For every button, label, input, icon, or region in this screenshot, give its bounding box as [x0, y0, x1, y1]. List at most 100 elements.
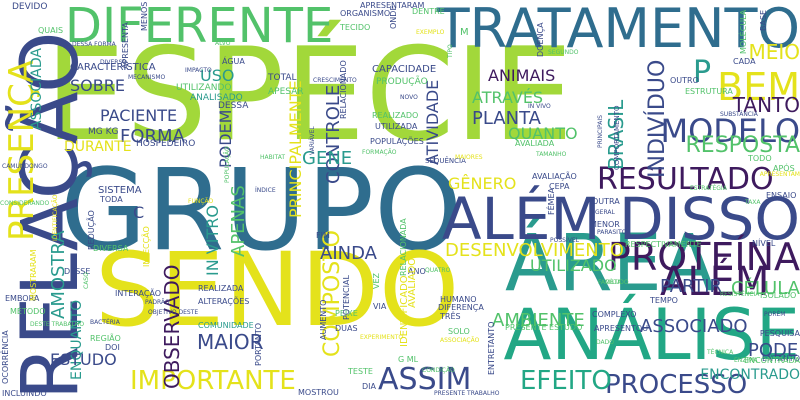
word-ambiente-43: AMBIENTE — [492, 310, 585, 331]
word-apos-92: APÓS — [773, 164, 795, 173]
word-sequencia-83: SEQUÊNCIA — [425, 157, 466, 165]
word-apresentou-119: APRESENTOU — [594, 324, 649, 333]
word-diferenca-114: DIFERENÇA — [438, 303, 484, 312]
word-diferente-7: DIFERENTE — [65, 0, 334, 54]
word-presente-estudo-117: PRESENTE ESTUDO — [505, 323, 583, 332]
word-genero-32: GÊNERO — [448, 174, 517, 193]
word-alem-disso-8: ALÉM DISSO — [441, 185, 800, 253]
word-principalmente-34: PRINCIPALMENTE — [286, 80, 305, 218]
word-mg-kg-77: MG KG — [88, 127, 119, 137]
word-avaliado-144: AVALIADO — [407, 257, 418, 308]
word-dessa-forma-175: DESSA FORMA — [72, 41, 116, 48]
word-utilizada-79: UTILIZADA — [375, 122, 418, 131]
word-geral-195: GERAL — [595, 209, 615, 216]
word-quatro-152: QUATRO — [425, 267, 451, 274]
word-dentre-64: DENTRE — [412, 7, 445, 16]
word-processo-12: PROCESSO — [605, 370, 748, 400]
word-padrao-163: PADRÃO — [145, 299, 170, 306]
word-avaliacao-84: AVALIAÇÃO — [532, 172, 577, 181]
word-ano-123: ANO — [408, 267, 426, 276]
word-funcao-168: FUNÇÃO — [188, 198, 214, 205]
word-apenas-38: APENAS — [228, 185, 249, 257]
word-ainda-40: AINDA — [320, 243, 377, 264]
word-maiores-190: MAIORES — [455, 154, 483, 161]
word-c-127: C — [133, 203, 145, 222]
word-camundongo-178: CAMUNDONGO — [2, 163, 48, 170]
word-diverso-176: DIVERSO — [100, 59, 127, 66]
word-molecula-130: MOLÉCULA — [739, 9, 748, 54]
word-deste-trabalho-162: DESTE TRABALHO — [30, 321, 85, 328]
word-encontrada-98: ENCONTRADA — [744, 356, 800, 365]
word-resposta-22: RESPOSTA — [685, 133, 800, 158]
word-efeito-13: EFEITO — [520, 366, 612, 396]
word-outro-88: OUTRO — [670, 76, 699, 85]
word-ensaio-93: ENSAIO — [766, 191, 797, 200]
word-portanto-140: PORTANTO — [254, 322, 263, 366]
word-modelo-16: MODELO — [660, 112, 800, 150]
word-populacoes-80: POPULAÇÕES — [370, 137, 424, 146]
word-m-148: M — [460, 27, 469, 38]
word-g-ml-111: G ML — [398, 355, 419, 364]
word-experimento-165: EXPERIMENTO — [360, 334, 404, 341]
word-porem-155: PORÉM — [764, 311, 786, 318]
word-variavel-182: VARIÁVEL — [309, 126, 316, 155]
word-partir-45: PARTIR — [660, 276, 723, 297]
word-cada-90: CADA — [733, 57, 756, 66]
word-dia-110: DIA — [362, 382, 376, 391]
word-analisado-74: ANALISADO — [190, 93, 243, 103]
word-toda-126: TODA — [100, 195, 123, 204]
word-presente-trabalho-161: PRESENTE TRABALHO — [434, 390, 500, 397]
word-individuo-27: INDIVÍDUO — [645, 59, 670, 178]
word-realizada-100: REALIZADA — [198, 284, 244, 293]
word-caso-186: CASO — [83, 272, 90, 289]
word-grupo-1: GRUPO — [60, 146, 463, 276]
word-isolado-95: ISOLADO — [760, 291, 797, 300]
word-realizado-78: REALIZADO — [372, 111, 419, 120]
word-entanto-97: ENTANTO — [762, 354, 800, 363]
word-estrategia-187: ESTRATÉGIA — [690, 185, 727, 192]
word-in-vivo-82: IN VIVO — [528, 103, 551, 110]
word-impacto-173: IMPACTO — [185, 67, 212, 74]
word-fim-125: FIM — [316, 231, 330, 240]
word-teste-112: TESTE — [348, 367, 373, 376]
word-todo-91: TODO — [748, 154, 772, 163]
word-exemplo-189: EXEMPLO — [416, 29, 445, 36]
word-area-3: ÁREA — [505, 219, 716, 309]
word-doi-104: DOI — [105, 343, 120, 352]
word-resultado-10: RESULTADO — [597, 162, 774, 197]
word-via-120: VIA — [373, 302, 387, 311]
word-meio-20: MEIO — [748, 40, 800, 64]
word-tres-115: TRÊS — [440, 312, 461, 321]
word-dado-154: DADO — [596, 339, 614, 346]
word-dessa-75: DESSA — [218, 101, 249, 111]
word-planta-25: PLANTA — [472, 108, 541, 129]
word-utilizando-73: UTILIZANDO — [176, 83, 232, 93]
word-celula-46: CÉLULA — [730, 278, 800, 299]
word-enzima-156: ENZIMA — [734, 357, 758, 364]
word-uso-50: USO — [200, 66, 235, 85]
word-comportamento-160: COMPORTAMENTO — [613, 105, 621, 170]
word-alteracoes-101: ALTERAÇÕES — [198, 297, 250, 306]
word-caracteristica-66: CARACTERÍSTICA — [70, 62, 156, 73]
word-avaliada-81: AVALIADA — [515, 139, 555, 148]
word-tamanho-158: TAMANHO — [536, 151, 567, 158]
word-quanto-26: QUANTO — [508, 124, 578, 143]
word-interacao-99: INTERAÇÃO — [115, 289, 162, 298]
word-organismo-62: ORGANISMO — [340, 9, 391, 18]
word-hospedeiro-76: HOSPEDEIRO — [136, 139, 196, 149]
word-habitat-183: HABITAT — [260, 154, 286, 161]
word-bem-17: BEM — [717, 65, 800, 109]
word-associada-52: ASSOCIADA — [29, 48, 45, 130]
word-mostrou-109: MOSTROU — [298, 388, 339, 397]
word-onde-147: ONDE — [389, 5, 398, 30]
word-principais-159: PRINCIPAIS — [597, 115, 604, 148]
word-crescimento-171: CRESCIMENTO — [313, 77, 357, 84]
word-atraves-24: ATRAVÉS — [472, 88, 544, 107]
word-humano-113: HUMANO — [440, 295, 477, 304]
word-assim-14: ASSIM — [378, 362, 472, 397]
word-taxa-193: TAXA — [745, 199, 761, 206]
word-gene-31: GENE — [302, 148, 353, 169]
word-maior-37: MAIOR — [197, 330, 264, 354]
word-pesquisa-96: PESQUISA — [759, 329, 800, 338]
